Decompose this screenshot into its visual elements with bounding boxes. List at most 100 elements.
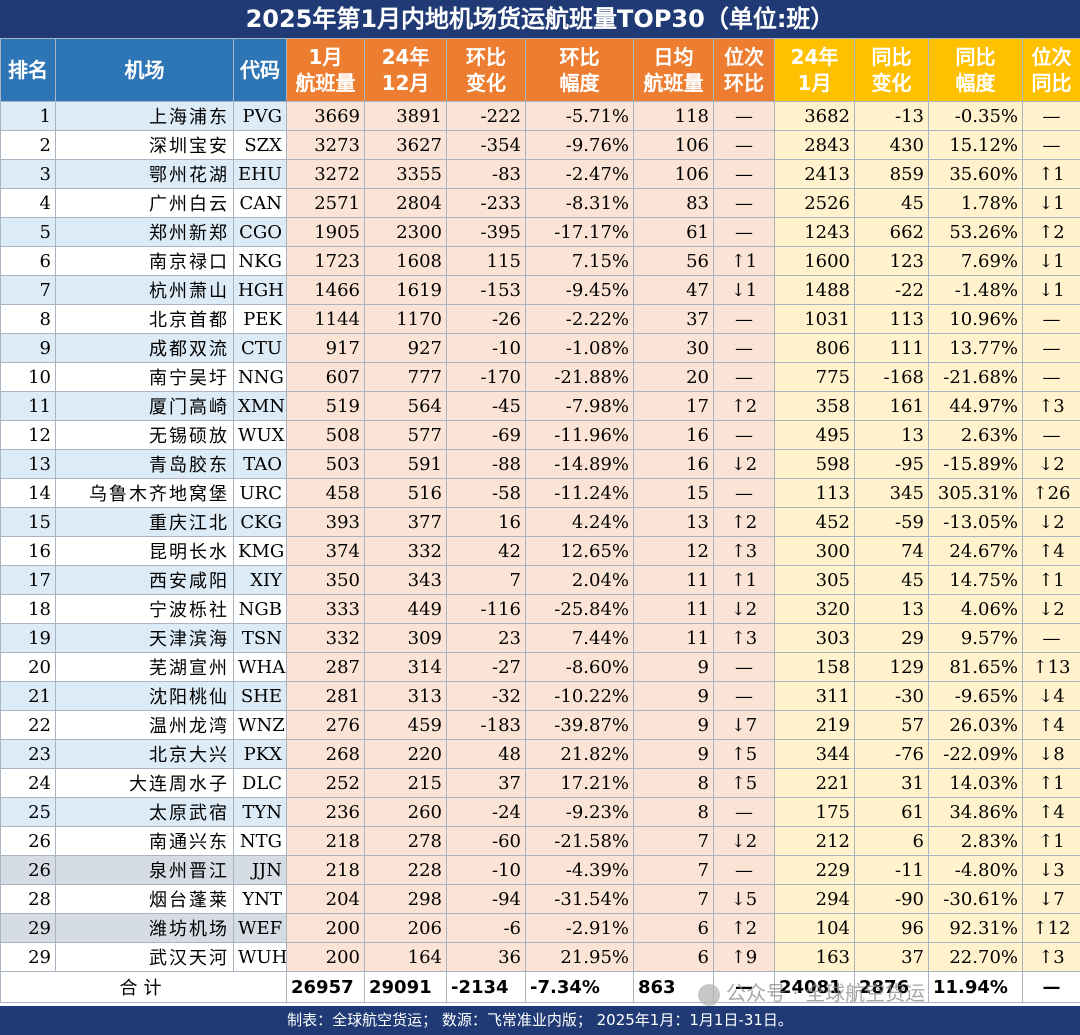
header-row: 排名 机场 代码 1月 航班量 24年 12月 环比 变化 环比 幅度 日均 航班量 位次…	[0, 38, 1080, 102]
yoy-pct: 44.97%	[928, 391, 1023, 421]
dec-flights: 2804	[364, 188, 447, 218]
airport-code: WNZ	[233, 710, 287, 740]
header-mom-pct-text: 环比 幅度	[559, 45, 600, 95]
mom-rank: —	[713, 217, 775, 247]
yoy-pct: 15.12%	[928, 130, 1023, 160]
total-yoy-pct: 11.94%	[928, 971, 1023, 1003]
header-jan24: 24年 1月	[774, 38, 855, 102]
mom-change: -222	[446, 101, 526, 131]
airport-code: PVG	[233, 101, 287, 131]
yoy-change: 123	[854, 246, 929, 276]
jan24-flights: 320	[774, 594, 855, 624]
header-yoy-change: 同比 变化	[854, 38, 929, 102]
jan24-flights: 2526	[774, 188, 855, 218]
jan24-flights: 452	[774, 507, 855, 537]
jan-flights: 200	[286, 942, 365, 972]
airport-name: 南京禄口	[55, 246, 234, 276]
daily-flights: 6	[633, 913, 714, 943]
airport-name: 宁波栎社	[55, 594, 234, 624]
mom-pct: 12.65%	[525, 536, 634, 566]
jan24-flights: 598	[774, 449, 855, 479]
jan24-flights: 775	[774, 362, 855, 392]
jan-flights: 276	[286, 710, 365, 740]
table-row: 6 南京禄口 NKG 1723 1608 115 7.15% 56 ↑1 1600 123 7.69%…	[0, 246, 1080, 276]
airport-code: XMN	[233, 391, 287, 421]
table-row: 7 杭州萧山 HGH 1466 1619 -153 -9.45% 47 ↓1 1488 -22 -1.…	[0, 275, 1080, 305]
header-yoy-rank: 位次 同比	[1022, 38, 1080, 102]
table-row: 26 泉州晋江 JJN 218 228 -10 -4.39% 7—229 -11 -4.80% ↓3	[0, 855, 1080, 885]
daily-flights: 7	[633, 855, 714, 885]
mom-pct: -9.23%	[525, 797, 634, 827]
rank-cell: 19	[0, 623, 56, 653]
mom-rank: ↓5	[713, 884, 775, 914]
yoy-change: 13	[854, 420, 929, 450]
mom-pct: -21.88%	[525, 362, 634, 392]
airport-code: WHA	[233, 652, 287, 682]
rank-cell: 5	[0, 217, 56, 247]
dec-flights: 314	[364, 652, 447, 682]
yoy-rank: ↑1	[1022, 768, 1080, 798]
airport-name: 青岛胶东	[55, 449, 234, 479]
jan-flights: 252	[286, 768, 365, 798]
mom-change: -6	[446, 913, 526, 943]
yoy-rank: ↓4	[1022, 681, 1080, 711]
yoy-pct: 24.67%	[928, 536, 1023, 566]
mom-rank: ↑1	[713, 565, 775, 595]
mom-change: -116	[446, 594, 526, 624]
airport-code: WUX	[233, 420, 287, 450]
jan24-flights: 1031	[774, 304, 855, 334]
daily-flights: 9	[633, 681, 714, 711]
header-rank-text: 排名	[8, 58, 48, 82]
yoy-pct: 305.31%	[928, 478, 1023, 508]
table-row: 18 宁波栎社 NGB 333 449 -116 -25.84% 11 ↓2 320 13 4.06%…	[0, 594, 1080, 624]
jan-flights: 287	[286, 652, 365, 682]
mom-pct: -2.91%	[525, 913, 634, 943]
total-label: 合计	[0, 971, 287, 1003]
dec-flights: 3891	[364, 101, 447, 131]
airport-code: TAO	[233, 449, 287, 479]
mom-rank: —	[713, 681, 775, 711]
page-title: 2025年第1月内地机场货运航班量TOP30（单位:班）	[0, 0, 1080, 38]
daily-flights: 11	[633, 565, 714, 595]
yoy-pct: -15.89%	[928, 449, 1023, 479]
mom-rank: —	[713, 304, 775, 334]
mom-change: -26	[446, 304, 526, 334]
table-row: 3 鄂州花湖 EHU 3272 3355 -83 -2.47% 106—2413 859 35.6…	[0, 159, 1080, 189]
yoy-rank: —	[1022, 304, 1080, 334]
yoy-rank: ↑26	[1022, 478, 1080, 508]
table-row: 14 乌鲁木齐地窝堡 URC 458 516 -58 -11.24% 15—113 345 305…	[0, 478, 1080, 508]
yoy-pct: 22.70%	[928, 942, 1023, 972]
header-mom-rank: 位次 环比	[713, 38, 775, 102]
total-jan: 26957	[286, 971, 365, 1003]
header-jan: 1月 航班量	[286, 38, 365, 102]
daily-flights: 8	[633, 768, 714, 798]
jan24-flights: 2413	[774, 159, 855, 189]
dec-flights: 927	[364, 333, 447, 363]
daily-flights: 16	[633, 420, 714, 450]
airport-code: SZX	[233, 130, 287, 160]
yoy-rank: ↑4	[1022, 797, 1080, 827]
rank-cell: 12	[0, 420, 56, 450]
yoy-change: -59	[854, 507, 929, 537]
daily-flights: 83	[633, 188, 714, 218]
airport-name: 郑州新郑	[55, 217, 234, 247]
daily-flights: 9	[633, 739, 714, 769]
airport-code: PEK	[233, 304, 287, 334]
rank-cell: 11	[0, 391, 56, 421]
jan24-flights: 3682	[774, 101, 855, 131]
table-row: 13 青岛胶东 TAO 503 591 -88 -14.89% 16 ↓2 598 -95 -15.8…	[0, 449, 1080, 479]
mom-change: -10	[446, 333, 526, 363]
jan-flights: 218	[286, 826, 365, 856]
mom-change: -233	[446, 188, 526, 218]
mom-change: -183	[446, 710, 526, 740]
mom-pct: -8.31%	[525, 188, 634, 218]
rank-cell: 6	[0, 246, 56, 276]
yoy-rank: ↑1	[1022, 565, 1080, 595]
dec-flights: 332	[364, 536, 447, 566]
airport-name: 上海浦东	[55, 101, 234, 131]
header-mom-change: 环比 变化	[446, 38, 526, 102]
yoy-rank: ↑1	[1022, 826, 1080, 856]
mom-change: 37	[446, 768, 526, 798]
mom-rank: ↑9	[713, 942, 775, 972]
airport-name: 烟台蓬莱	[55, 884, 234, 914]
